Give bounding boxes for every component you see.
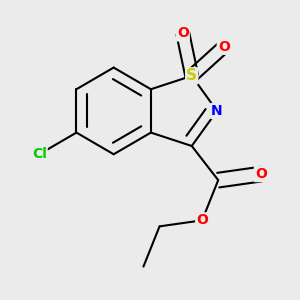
Text: O: O [255, 167, 267, 181]
Text: O: O [177, 26, 189, 40]
Text: Cl: Cl [32, 147, 47, 161]
Text: O: O [196, 213, 208, 227]
Text: O: O [218, 40, 230, 54]
Text: N: N [211, 104, 223, 118]
Text: S: S [186, 68, 197, 83]
